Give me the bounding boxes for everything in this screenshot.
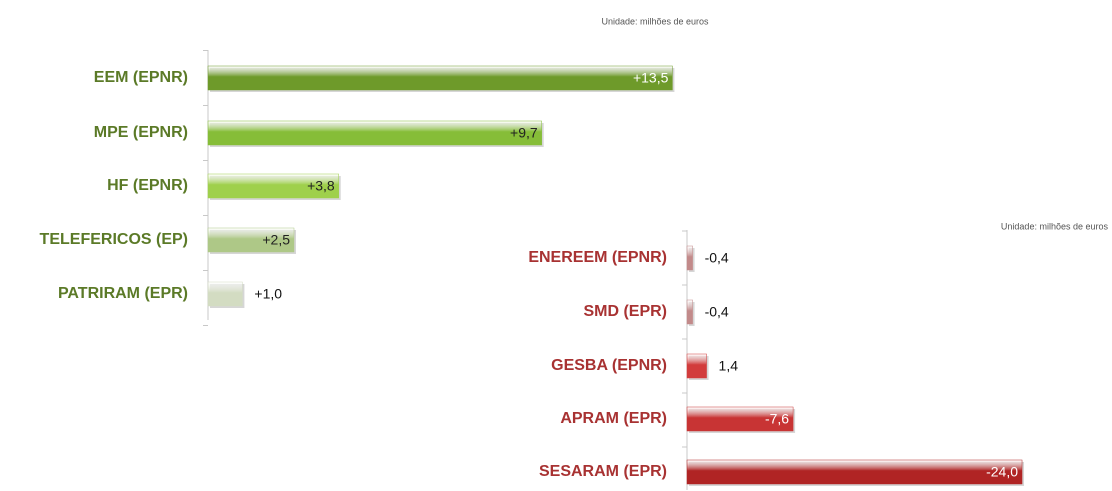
bar — [207, 120, 542, 146]
bar — [207, 281, 243, 307]
value-label: -24,0 — [986, 464, 1018, 480]
category-label: ENEREEM (EPNR) — [528, 249, 667, 266]
category-label: TELEFERICOS (EP) — [40, 231, 188, 248]
value-label: -0,4 — [705, 304, 729, 320]
category-label: APRAM (EPR) — [560, 410, 667, 427]
value-label: 1,4 — [719, 358, 739, 374]
value-label: +1,0 — [254, 286, 282, 302]
category-label: GESBA (EPNR) — [551, 357, 667, 374]
bar — [207, 65, 673, 91]
category-label: MPE (EPNR) — [94, 124, 188, 141]
bar — [686, 459, 1023, 485]
bar — [207, 173, 339, 199]
value-label: +3,8 — [307, 178, 335, 194]
value-label: -0,4 — [705, 250, 729, 266]
category-label: HF (EPNR) — [107, 177, 188, 194]
bar — [686, 406, 794, 432]
unit-note: Unidade: milhões de euros — [601, 16, 709, 26]
value-label: +13,5 — [633, 70, 669, 86]
category-label: EEM (EPNR) — [94, 69, 188, 86]
value-label: +9,7 — [510, 125, 538, 141]
value-label: -7,6 — [765, 411, 789, 427]
bar — [207, 227, 295, 253]
unit-note: Unidade: milhões de euros — [1001, 221, 1109, 231]
bar — [686, 353, 707, 379]
category-label: PATRIRAM (EPR) — [58, 285, 188, 302]
category-label: SESARAM (EPR) — [539, 463, 667, 480]
value-label: +2,5 — [262, 232, 290, 248]
category-label: SMD (EPR) — [583, 303, 667, 320]
bar — [686, 245, 693, 271]
bar — [686, 299, 693, 325]
